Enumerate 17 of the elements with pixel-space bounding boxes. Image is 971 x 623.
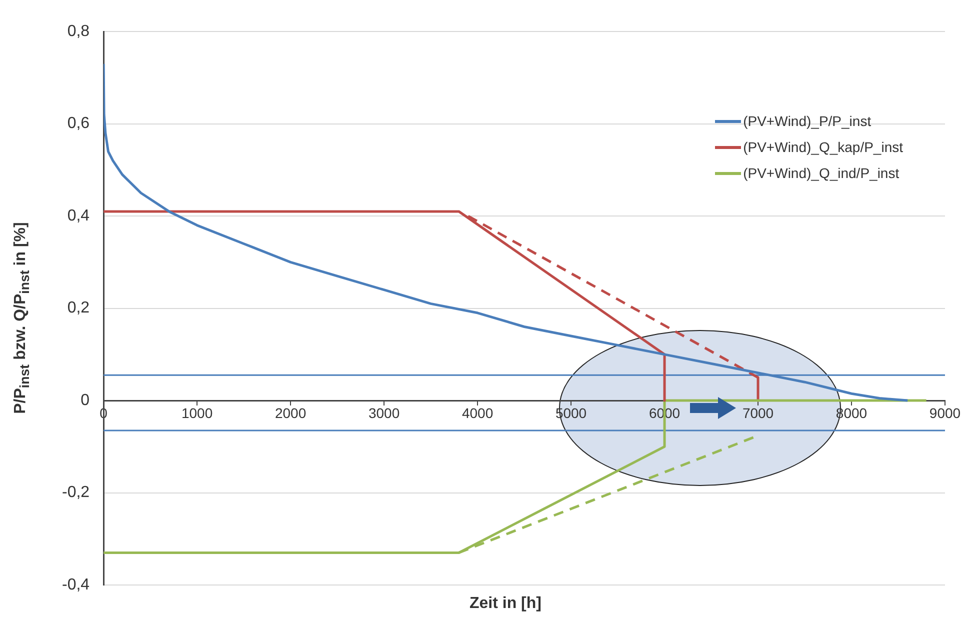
y-tick-label: -0,4 <box>62 576 90 594</box>
x-tick-label: 3000 <box>368 404 400 421</box>
x-tick-label: 7000 <box>742 404 774 421</box>
y-tick-label: -0,2 <box>62 484 90 502</box>
y-tick-label: 0,4 <box>67 207 90 224</box>
y-tick-label: 0,8 <box>67 23 90 40</box>
legend-label: (PV+Wind)_Q_kap/P_inst <box>743 138 903 157</box>
x-tick-label: 2000 <box>274 404 306 421</box>
legend-label: (PV+Wind)_P/P_inst <box>743 112 872 131</box>
x-tick-label: 1000 <box>181 404 213 421</box>
x-axis-title: Zeit in [h] <box>468 595 542 613</box>
x-tick-label: 9000 <box>929 404 961 421</box>
legend-label: (PV+Wind)_Q_ind/P_inst <box>743 164 900 183</box>
y-tick-label: 0,2 <box>67 300 90 317</box>
x-tick-label: 4000 <box>462 404 494 421</box>
y-tick-label: 0,6 <box>67 115 90 132</box>
y-tick-label: 0 <box>80 392 90 409</box>
